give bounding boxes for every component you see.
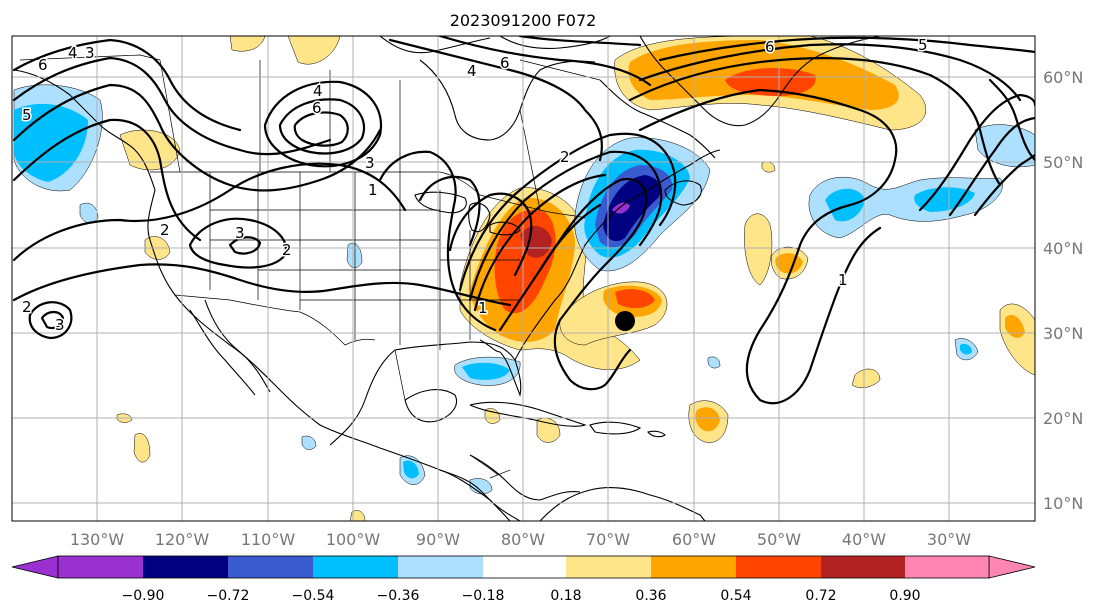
lat-label: 30°N <box>1043 324 1083 343</box>
lat-label: 20°N <box>1043 409 1083 428</box>
contour-label: 1 <box>478 299 488 317</box>
contour-label: 1 <box>838 271 848 289</box>
contour-label: 2 <box>22 298 32 316</box>
contour-lines <box>12 36 1035 405</box>
colorbar-extend-max <box>988 555 1036 579</box>
contour-label: 1 <box>368 181 378 199</box>
contour-label: 6 <box>38 56 48 74</box>
lon-label: 110°W <box>241 530 296 549</box>
colorbar-swatch <box>143 556 228 578</box>
colorbar-swatch <box>58 556 143 578</box>
lon-label: 30°W <box>927 530 971 549</box>
colorbar-tick: 0.90 <box>889 588 920 604</box>
latitude-labels: 60°N 50°N 40°N 30°N 20°N 10°N <box>1043 68 1083 513</box>
colorbar-swatch <box>228 556 313 578</box>
graticule <box>12 36 1035 521</box>
contour-label: 2 <box>160 221 170 239</box>
lon-label: 90°W <box>416 530 460 549</box>
colorbar-tick-labels: −0.90 −0.72 −0.54 −0.36 −0.18 0.18 0.36 … <box>122 588 921 604</box>
lon-label: 60°W <box>672 530 716 549</box>
contour-label: 6 <box>765 38 775 56</box>
colorbar-swatch <box>313 556 398 578</box>
colorbar-tick: 0.54 <box>720 588 751 604</box>
colorbar-swatch <box>483 556 566 578</box>
colorbar-tick: 0.72 <box>805 588 836 604</box>
colorbar-tick: 0.18 <box>550 588 581 604</box>
colorbar-swatch <box>651 556 736 578</box>
lat-label: 40°N <box>1043 239 1083 258</box>
contour-label: 2 <box>282 241 292 259</box>
lat-label: 10°N <box>1043 494 1083 513</box>
lat-label: 50°N <box>1043 153 1083 172</box>
lon-label: 70°W <box>586 530 630 549</box>
contour-label: 4 <box>68 44 78 62</box>
contour-labels: 6 4 3 5 4 6 2 1 2 3 2 3 2 1 6 5 6 1 4 3 <box>21 36 930 336</box>
colorbar-swatch <box>736 556 821 578</box>
colorbar-tick: −0.72 <box>207 588 250 604</box>
colorbar-extend-min <box>11 555 59 579</box>
contour-label: 4 <box>313 82 323 100</box>
colorbar-tick: −0.36 <box>377 588 420 604</box>
contour-label: 4 <box>467 62 477 80</box>
lat-label: 60°N <box>1043 68 1083 87</box>
storm-center-marker <box>615 311 635 331</box>
colorbar-tick: −0.18 <box>462 588 505 604</box>
contour-label: 3 <box>85 44 95 62</box>
contour-label: 2 <box>560 148 570 166</box>
colorbar-swatch <box>905 556 989 578</box>
colorbar: −0.90 −0.72 −0.54 −0.36 −0.18 0.18 0.36 … <box>11 555 1036 604</box>
lon-label: 120°W <box>155 530 210 549</box>
contour-label: 6 <box>500 54 510 72</box>
lon-label: 40°W <box>842 530 886 549</box>
coastlines <box>13 36 881 521</box>
map-plot-area: 6 4 3 5 4 6 2 1 2 3 2 3 2 1 6 5 6 1 4 3 <box>12 36 1035 521</box>
colorbar-swatch <box>398 556 483 578</box>
colorbar-swatch <box>821 556 905 578</box>
political-borders <box>19 54 601 479</box>
lon-label: 80°W <box>501 530 545 549</box>
contour-label: 3 <box>55 316 65 334</box>
colorbar-swatch <box>566 556 651 578</box>
colorbar-tick: −0.90 <box>122 588 165 604</box>
contour-label: 5 <box>22 106 32 124</box>
lon-label: 50°W <box>757 530 801 549</box>
map-title: 2023091200 F072 <box>450 11 597 30</box>
contour-label: 3 <box>365 154 375 172</box>
contour-label: 6 <box>312 99 322 117</box>
lon-label: 130°W <box>70 530 125 549</box>
contour-label: 3 <box>235 224 245 242</box>
colorbar-tick: 0.36 <box>635 588 666 604</box>
longitude-labels: 130°W 120°W 110°W 100°W 90°W 80°W 70°W 6… <box>70 530 971 549</box>
lon-label: 100°W <box>326 530 381 549</box>
colorbar-tick: −0.54 <box>292 588 335 604</box>
map-frame <box>11 35 1036 522</box>
contour-label: 5 <box>918 36 928 54</box>
